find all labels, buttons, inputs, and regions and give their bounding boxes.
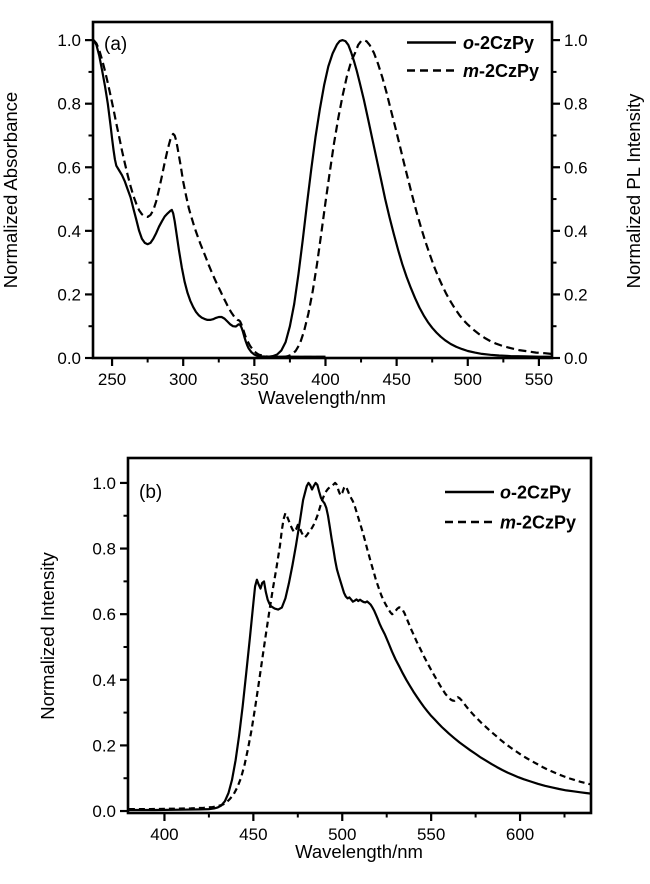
y-tick-label: 1.0 [92, 474, 116, 493]
x-axis: 250 300 350 400 450 500 550 [98, 358, 553, 389]
curve-o-2CzPy-emission [128, 481, 592, 812]
y-right-tick-label: 0.4 [564, 222, 588, 241]
curve-m-2CzPy-PL [282, 39, 552, 359]
x-axis: 400 450 500 550 600 [150, 813, 566, 844]
plot-frame [126, 456, 593, 815]
legend-label: m-2CzPy [463, 61, 539, 81]
y-axis-left: 0.0 0.0 0.2 0.2 0.4 0.4 0.6 0.6 0.8 0.8 1.0 1.0 [57, 31, 587, 368]
y-tick-label: 0.4 [92, 671, 116, 690]
x-tick-label: 500 [454, 370, 482, 389]
y-tick-label: 0.8 [92, 540, 116, 559]
x-tick-label: 400 [150, 825, 178, 844]
y-right-tick-label: 0.8 [564, 95, 588, 114]
x-axis-title: Wavelength/nm [258, 387, 386, 408]
x-tick-label: 250 [98, 370, 126, 389]
y-right-tick-label: 0.0 [564, 349, 588, 368]
y-tick-label: 0.0 [57, 349, 81, 368]
x-tick-label: 550 [417, 825, 445, 844]
y-tick-label: 0.4 [57, 222, 81, 241]
curve-m-2CzPy-absorbance [92, 39, 326, 359]
x-tick-label: 350 [240, 370, 268, 389]
x-axis-title: Wavelength/nm [295, 841, 423, 862]
x-tick-label: 450 [382, 370, 410, 389]
y-tick-label: 0.2 [57, 285, 81, 304]
panel-label: (b) [139, 482, 162, 503]
y-axis-title-right: Normalized PL Intensity [623, 93, 644, 288]
legend: o-2CzPy m-2CzPy [407, 33, 539, 81]
y-right-tick-label: 0.2 [564, 285, 588, 304]
curve-m-2CzPy-emission [128, 481, 592, 811]
x-tick-label: 500 [328, 825, 356, 844]
y-tick-label: 1.0 [57, 31, 81, 50]
curve-o-2CzPy-PL [264, 39, 552, 358]
y-tick-label: 0.6 [57, 158, 81, 177]
legend-label: m-2CzPy [500, 513, 576, 533]
y-axis-title-left: Normalized Absorbance [0, 92, 21, 288]
x-tick-label: 550 [525, 370, 553, 389]
x-tick-label: 400 [311, 370, 339, 389]
y-right-tick-label: 1.0 [564, 31, 588, 50]
legend: o-2CzPy m-2CzPy [445, 483, 576, 533]
x-tick-label: 600 [506, 825, 534, 844]
panel-label: (a) [104, 34, 127, 55]
curve-o-2CzPy-absorbance [92, 39, 326, 358]
y-tick-label: 0.0 [92, 802, 116, 821]
x-tick-label: 450 [239, 825, 267, 844]
y-axis-left: 0.0 0.2 0.4 0.6 0.8 1.0 [92, 474, 128, 821]
x-tick-label: 300 [169, 370, 197, 389]
legend-label: o-2CzPy [463, 33, 534, 53]
y-tick-label: 0.2 [92, 736, 116, 755]
y-right-tick-label: 0.6 [564, 158, 588, 177]
y-tick-label: 0.6 [92, 605, 116, 624]
y-axis-title-left: Normalized Intensity [37, 551, 58, 719]
panel-b: 400 450 500 550 600 0.0 0.2 0.4 0.6 0.8 1.0 Wavelen… [37, 456, 593, 862]
legend-label: o-2CzPy [500, 483, 571, 503]
y-tick-label: 0.8 [57, 95, 81, 114]
